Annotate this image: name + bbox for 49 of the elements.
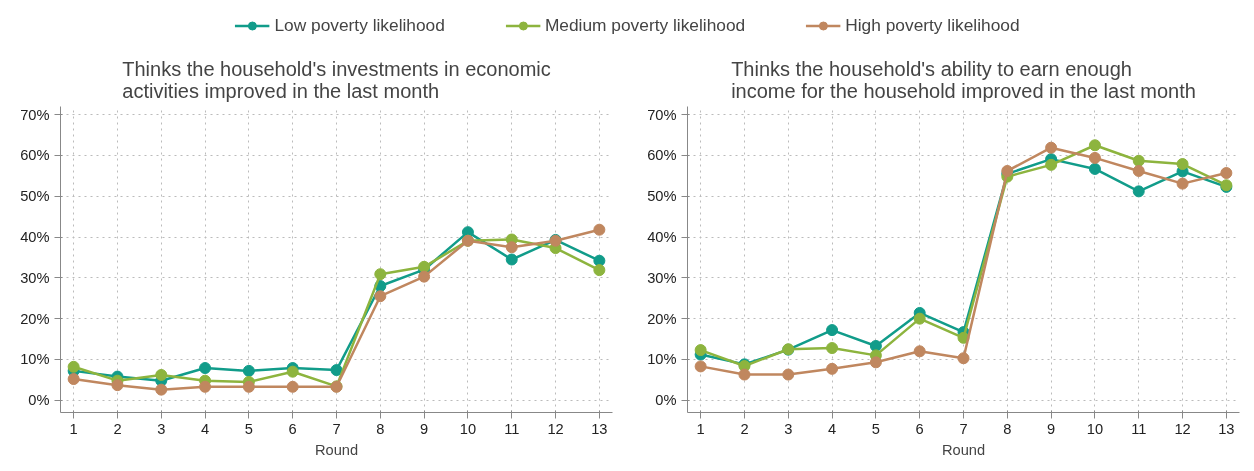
x-tick-label: 6	[915, 420, 924, 437]
x-tick-label: 2	[740, 420, 749, 437]
y-tick-label: 0%	[655, 392, 677, 409]
x-tick-label: 12	[547, 420, 564, 437]
x-tick-label: 13	[591, 420, 608, 437]
x-tick-label: 3	[784, 420, 793, 437]
legend-label: Medium poverty likelihood	[544, 14, 746, 36]
y-tick-label: 20%	[647, 310, 677, 327]
y-tick-label: 40%	[647, 229, 677, 246]
y-tick-label: 10%	[647, 351, 677, 368]
y-tick-label: 0%	[28, 392, 50, 409]
x-tick-label: 8	[376, 420, 385, 437]
y-tick-label: 70%	[20, 106, 50, 123]
x-tick-label: 5	[871, 420, 880, 437]
y-tick-label: 50%	[647, 188, 677, 205]
legend-label: High poverty likelihood	[845, 14, 1020, 36]
y-tick-label: 40%	[20, 229, 50, 246]
x-tick-label: 1	[696, 420, 705, 437]
y-tick-label: 30%	[647, 269, 677, 286]
x-tick-label: 10	[459, 420, 477, 437]
x-axis-title: Round	[314, 441, 359, 458]
y-tick-label: 60%	[647, 147, 677, 164]
x-axis-title: Round	[941, 441, 986, 458]
x-tick-label: 7	[332, 420, 341, 437]
x-tick-label: 11	[1131, 420, 1147, 437]
y-tick-label: 70%	[647, 106, 677, 123]
y-tick-label: 50%	[20, 188, 50, 205]
y-tick-label: 20%	[20, 310, 50, 327]
chart-title: Thinks the household's ability to earn enough income for the household improved in the last month	[731, 57, 1196, 102]
x-tick-label: 9	[1047, 420, 1056, 437]
chart-title: Thinks the household's investments in economic activities improved in the last month	[122, 57, 551, 102]
legend-label: Low poverty likelihood	[274, 14, 445, 36]
x-tick-label: 10	[1086, 420, 1104, 437]
x-tick-label: 5	[244, 420, 253, 437]
y-tick-label: 60%	[20, 147, 50, 164]
x-tick-label: 4	[828, 420, 837, 437]
y-tick-label: 30%	[20, 269, 50, 286]
x-tick-label: 8	[1003, 420, 1012, 437]
x-tick-label: 3	[157, 420, 166, 437]
x-tick-label: 7	[959, 420, 968, 437]
x-tick-label: 2	[113, 420, 122, 437]
x-tick-label: 6	[288, 420, 297, 437]
x-tick-label: 12	[1174, 420, 1191, 437]
x-tick-label: 1	[69, 420, 78, 437]
x-tick-label: 11	[504, 420, 520, 437]
x-tick-label: 4	[201, 420, 210, 437]
y-tick-label: 10%	[20, 351, 50, 368]
x-tick-label: 13	[1218, 420, 1235, 437]
x-tick-label: 9	[420, 420, 429, 437]
